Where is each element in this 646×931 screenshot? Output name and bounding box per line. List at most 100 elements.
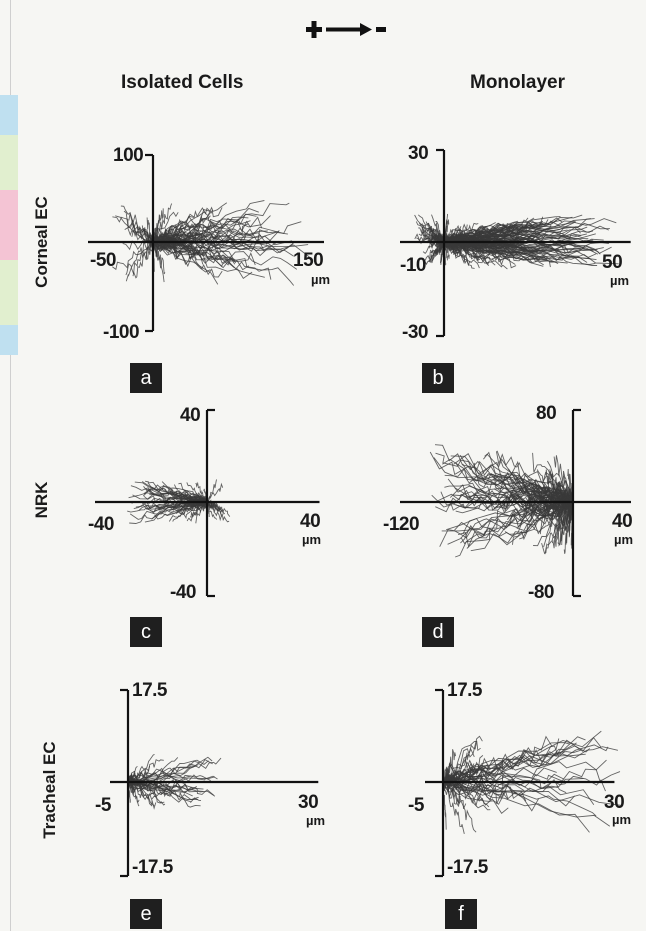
panel-a-chart [88,153,324,333]
track-56 [189,500,208,518]
panel-a-y-min: -100 [103,322,140,343]
minus-bar [376,27,386,32]
panel-e-y-max: 17.5 [132,680,167,701]
track-45 [127,779,198,790]
track-53 [152,241,272,280]
track-71 [123,210,154,248]
panel-f-y-min: -17.5 [447,857,488,878]
polarity-arrow-icon: + → - [300,14,386,38]
track-88 [152,208,164,243]
panel-e-x-max: 30 [298,792,319,813]
panel-e-chart [110,688,319,878]
panel-a-unit: µm [311,272,331,287]
edge-strip-blue-2 [0,325,18,355]
track-84 [495,451,574,504]
panel-f-unit: µm [612,812,632,827]
track-90 [152,211,179,243]
track-37 [442,781,509,814]
panel-b-chart [400,148,631,338]
track-85 [536,469,574,503]
arrow-head [360,23,372,36]
track-193 [443,226,462,243]
panel-b-label: b [422,363,454,393]
edge-strip-pink [0,190,18,260]
track-108 [455,493,574,511]
track-42 [442,741,477,785]
track-49 [553,455,574,503]
track-147 [418,228,445,243]
edge-strip-green [0,135,18,190]
track-81 [429,451,574,503]
track-30 [206,479,217,503]
panel-a-x-min: -50 [90,250,116,271]
track-66 [174,501,208,508]
panel-d-unit: µm [614,532,634,547]
panel-e-y-min: -17.5 [132,857,173,878]
track-35 [127,780,201,808]
row-label-tracheal: Tracheal EC [40,741,59,839]
track-12 [442,781,465,835]
track-44 [127,781,157,797]
track-182 [418,222,445,243]
panel-c-x-min: -40 [88,514,114,535]
panel-b-y-max: 30 [408,143,429,164]
track-177 [443,225,552,243]
panel-f-x-max: 30 [604,792,625,813]
track-34 [124,224,154,244]
track-198 [443,216,573,243]
panel-e-label: e [130,899,162,929]
track-162 [431,214,445,243]
track-69 [151,501,208,520]
track-73 [152,237,169,252]
track-197 [443,241,553,255]
track-32 [195,481,208,503]
panel-f-label: f [445,899,477,929]
track-72 [152,241,294,254]
track-26 [442,736,586,783]
panel-d-label: d [422,617,454,647]
track-104 [453,453,574,503]
track-86 [498,501,574,546]
track-2 [132,236,154,279]
panel-b-x-min: -10 [400,255,426,276]
track-194 [443,220,560,244]
tracks [429,444,574,558]
track-14 [152,241,165,283]
track-188 [443,238,598,253]
edge-strip-green-2 [0,260,18,325]
row-label-nrk: NRK [32,481,51,519]
panel-c-unit: µm [302,532,322,547]
track-78 [152,227,221,245]
panel-b-unit: µm [610,273,630,288]
track-45 [442,753,586,783]
panel-d-y-min: -80 [528,582,554,603]
track-15 [127,754,155,783]
track-36 [127,759,164,784]
track-144 [443,222,496,243]
polarity-symbol-text: + → - [300,14,303,15]
panel-a-x-max: 150 [293,250,324,271]
track-54 [442,738,560,783]
panel-d-x-max: 40 [612,511,633,532]
panel-e-x-min: -5 [95,795,111,816]
column-header-isolated: Isolated Cells [121,72,244,93]
panel-b-y-min: -30 [402,322,428,343]
panel-b-x-max: 50 [602,252,623,273]
track-80 [152,202,228,243]
track-43 [127,756,213,783]
track-196 [443,241,517,269]
track-88 [558,479,574,505]
track-23 [127,774,216,785]
panel-d-x-min: -120 [383,514,420,535]
track-57 [125,241,154,282]
panel-d-chart [400,408,631,598]
track-41 [442,756,452,786]
panel-c-y-max: 40 [180,405,201,426]
panel-a-y-max: 100 [113,145,144,166]
track-52 [442,775,527,802]
panel-f-chart [425,688,623,878]
column-header-monolayer: Monolayer [470,72,566,93]
panel-e-unit: µm [306,813,326,828]
track-45 [206,501,218,520]
track-81 [152,213,195,245]
